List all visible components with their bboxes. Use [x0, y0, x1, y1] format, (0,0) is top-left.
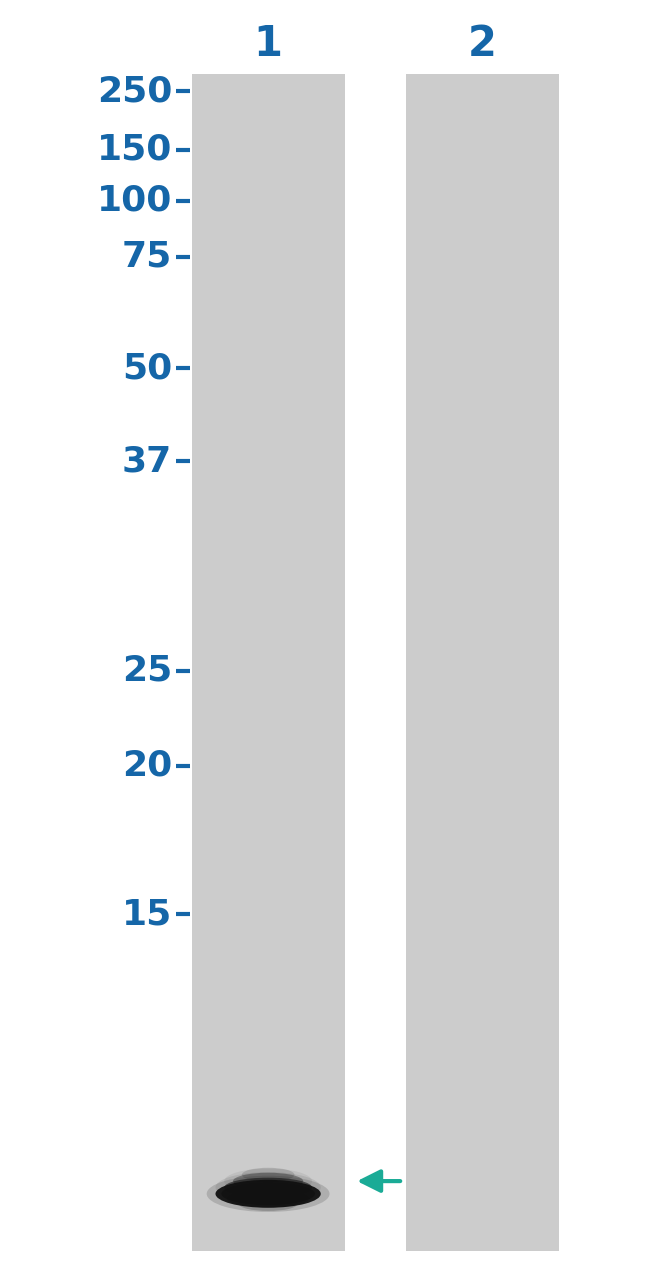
Text: 15: 15	[122, 898, 172, 931]
Text: 150: 150	[97, 133, 172, 166]
Text: 75: 75	[122, 240, 172, 273]
Text: 100: 100	[97, 184, 172, 217]
Ellipse shape	[224, 1177, 312, 1198]
Ellipse shape	[242, 1168, 294, 1181]
Ellipse shape	[216, 1172, 320, 1203]
Ellipse shape	[224, 1168, 312, 1194]
Text: 20: 20	[122, 749, 172, 782]
Ellipse shape	[233, 1172, 303, 1190]
Ellipse shape	[221, 1182, 315, 1205]
Ellipse shape	[239, 1196, 298, 1210]
Ellipse shape	[227, 1190, 309, 1208]
Text: 2: 2	[468, 23, 497, 66]
Text: 25: 25	[122, 654, 172, 687]
Text: 37: 37	[122, 444, 172, 478]
Bar	[406, 74, 559, 1251]
Ellipse shape	[207, 1176, 330, 1212]
Bar	[192, 74, 344, 1251]
Text: 1: 1	[254, 23, 283, 66]
Text: 250: 250	[97, 75, 172, 108]
Ellipse shape	[216, 1180, 320, 1208]
Text: 50: 50	[122, 352, 172, 385]
